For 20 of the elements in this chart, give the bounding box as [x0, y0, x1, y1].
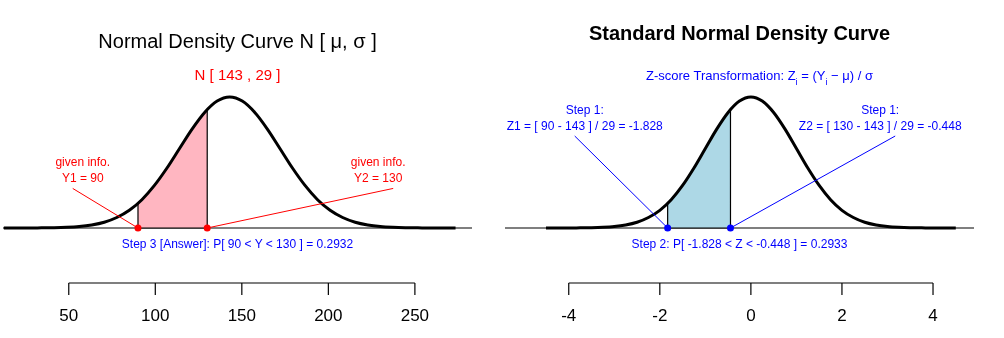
- x-tick-label: 2: [837, 306, 847, 325]
- x-tick-label: 0: [746, 306, 756, 325]
- x-tick-label: 200: [314, 306, 343, 325]
- chart-subtitle: Z-score Transformation: Z$_{i}$ = (Y$_{i}$ − μ) / σ: [646, 68, 873, 87]
- annotation: Step 1: Z1 = [ 90 - 143 ] / 29 = -1.828: [506, 103, 664, 134]
- x-tick-label: 150: [227, 306, 257, 325]
- annotation: Step 1: Z2 = [ 130 - 143 ] / 29 = -0.448: [798, 103, 962, 134]
- chart-title: Normal Density Curve N [ μ, σ ]: [98, 30, 377, 52]
- chart-title: Standard Normal Density Curve: [588, 22, 891, 44]
- annotation: given info. Y2 = 130: [350, 155, 406, 186]
- text: Step 3 [Answer]: P[ 90 < Y < 130 ] = 0.2932: [121, 237, 354, 251]
- annotation: given info. Y1 = 90: [55, 155, 111, 186]
- x-tick-label: -4: [561, 306, 577, 325]
- x-tick-label: 4: [928, 306, 938, 325]
- x-tick-label: 100: [141, 306, 170, 325]
- chart-subtitle: N [ 143 , 29 ]: [194, 66, 281, 83]
- x-tick-label: -2: [652, 306, 668, 325]
- x-tick-label: 50: [59, 306, 79, 325]
- x-tick-label: 250: [400, 306, 430, 325]
- text: Step 2: P[ -1.828 < Z < -0.448 ] = 0.2933: [631, 237, 848, 251]
